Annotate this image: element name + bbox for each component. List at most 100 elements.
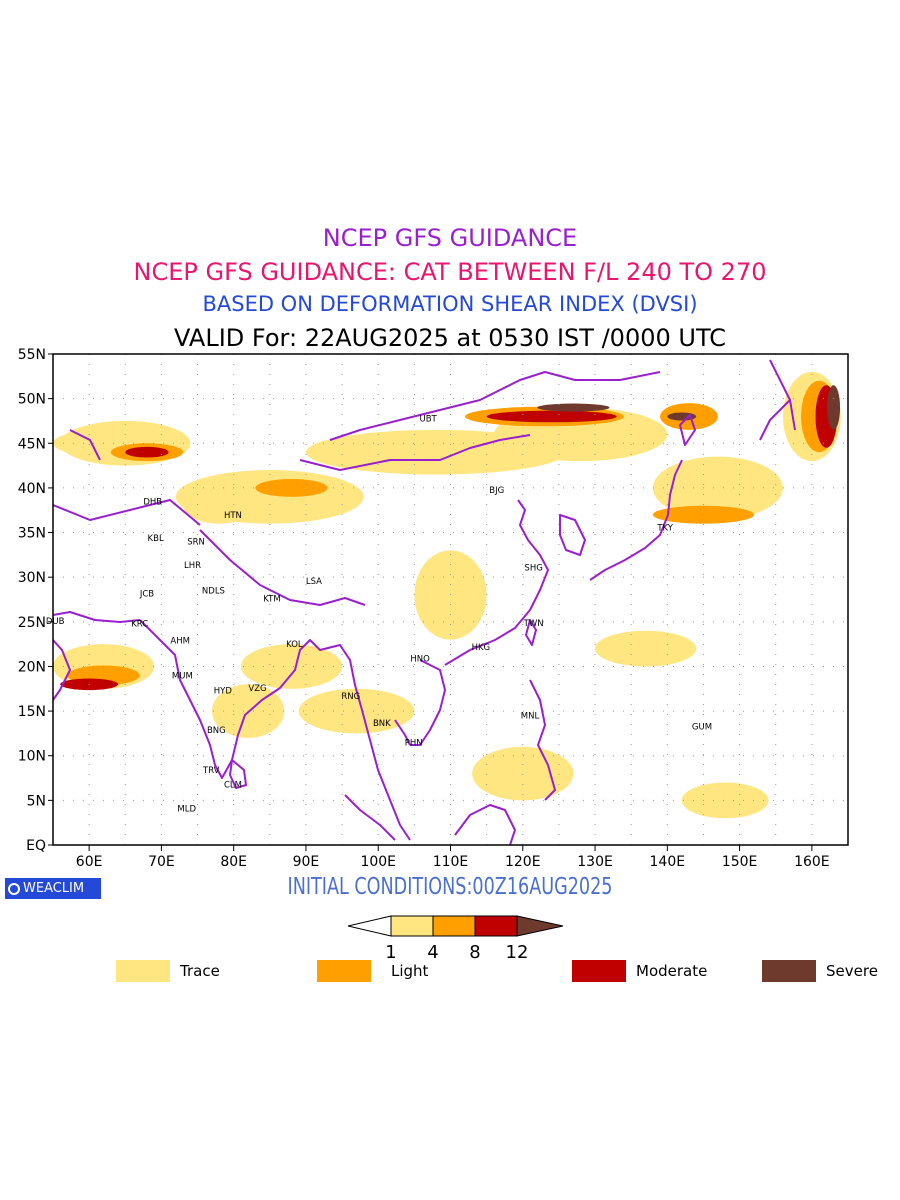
station-label: HNO bbox=[410, 655, 430, 665]
cat-area-severe bbox=[827, 385, 841, 430]
border-central-asia bbox=[53, 499, 201, 526]
station-label: HKG bbox=[472, 643, 491, 653]
station-label: TKY bbox=[656, 523, 673, 533]
colorbar-lower-arrow bbox=[347, 915, 392, 937]
station-label: PHN bbox=[405, 738, 423, 748]
station-label: BJG bbox=[489, 486, 504, 496]
cat-area-light bbox=[255, 478, 328, 497]
border-mongolia bbox=[329, 371, 661, 441]
station-label: KBL bbox=[148, 534, 164, 544]
legend-swatch-trace bbox=[116, 960, 170, 982]
lon-tick-label: 70E bbox=[148, 854, 175, 870]
station-label: HTN bbox=[224, 511, 242, 521]
title-line-2: NCEP GFS GUIDANCE: CAT BETWEEN F/L 240 T… bbox=[133, 258, 767, 286]
coast-kamchatka bbox=[759, 399, 791, 441]
station-label: JCB bbox=[139, 589, 154, 599]
valid-time-title: VALID For: 22AUG2025 at 0530 IST /0000 U… bbox=[174, 324, 726, 352]
cat-area-trace bbox=[298, 688, 415, 734]
lon-tick-label: 160E bbox=[794, 854, 830, 870]
legend-label-trace: Trace bbox=[180, 962, 220, 980]
colorbar-upper-arrow bbox=[516, 915, 564, 937]
axis-ticks: 60E 70E 80E 90E 100E 110E 120E 130E 140E 150E 160E… bbox=[18, 347, 830, 870]
lat-tick-label: 5N bbox=[27, 793, 46, 809]
lat-tick-label: 45N bbox=[18, 436, 46, 452]
lat-tick-label: 25N bbox=[18, 615, 46, 631]
cat-areas bbox=[53, 371, 841, 819]
station-label: DHB bbox=[143, 497, 162, 507]
station-label: BNK bbox=[373, 719, 391, 729]
coastline-borneo bbox=[454, 804, 516, 845]
initial-conditions: INITIAL CONDITIONS:00Z16AUG2025 bbox=[287, 874, 613, 900]
station-label: TRV bbox=[202, 766, 220, 776]
lon-tick-label: 80E bbox=[220, 854, 247, 870]
legend-label-light: Light bbox=[391, 962, 429, 980]
legend-swatch-light bbox=[317, 960, 371, 982]
coastline-arabia bbox=[53, 611, 141, 623]
station-label: SHG bbox=[524, 563, 542, 573]
lon-tick-label: 150E bbox=[722, 854, 758, 870]
lon-tick-label: 110E bbox=[433, 854, 469, 870]
station-labels: UBT BJG TKY SHG TWN HKG HNO RNG BNK PHN MNL GUM LSA K… bbox=[46, 414, 712, 814]
station-label: AHM bbox=[170, 637, 190, 647]
legend-swatch-moderate bbox=[572, 960, 626, 982]
lat-tick-label: 30N bbox=[18, 570, 46, 586]
station-label: LHR bbox=[184, 561, 201, 571]
cat-area-trace bbox=[472, 746, 574, 801]
border-himalaya bbox=[199, 529, 366, 606]
station-label: MUM bbox=[172, 671, 193, 681]
lat-tick-label: 15N bbox=[18, 704, 46, 720]
cat-area-trace bbox=[652, 456, 783, 520]
station-label: VZG bbox=[248, 684, 266, 694]
lat-tick-label: 40N bbox=[18, 481, 46, 497]
colorbar-moderate bbox=[474, 915, 518, 937]
cat-area-trace bbox=[414, 550, 487, 640]
cat-area-moderate bbox=[125, 446, 169, 458]
colorbar-label: 12 bbox=[506, 942, 529, 963]
legend-swatch-severe bbox=[762, 960, 816, 982]
lat-tick-label: 50N bbox=[18, 392, 46, 408]
coastline-japan-north bbox=[679, 414, 696, 446]
station-label: NDLS bbox=[202, 587, 225, 597]
coastlines bbox=[53, 359, 796, 845]
colorbar-label: 4 bbox=[427, 942, 438, 963]
title-line-3: BASED ON DEFORMATION SHEAR INDEX (DVSI) bbox=[202, 292, 698, 316]
lat-tick-label: 55N bbox=[18, 347, 46, 363]
coastline-japan bbox=[589, 459, 683, 581]
station-label: DUB bbox=[46, 617, 65, 627]
cat-area-trace bbox=[595, 630, 697, 667]
lon-tick-label: 90E bbox=[293, 854, 320, 870]
coastline-indochina bbox=[361, 709, 411, 841]
lat-tick-label: 35N bbox=[18, 526, 46, 542]
coastline-philippines bbox=[529, 679, 556, 801]
colorbar-label: 1 bbox=[385, 942, 396, 963]
coast-caspian bbox=[69, 429, 101, 461]
lon-tick-label: 100E bbox=[360, 854, 396, 870]
station-label: MLD bbox=[177, 805, 196, 815]
legend-label-severe: Severe bbox=[826, 962, 878, 980]
colorbar-label: 8 bbox=[469, 942, 480, 963]
station-label: KOL bbox=[286, 640, 303, 650]
colorbar-trace bbox=[390, 915, 434, 937]
coastline-sumatra bbox=[344, 794, 396, 841]
station-label: MNL bbox=[521, 712, 540, 722]
station-label: RNG bbox=[341, 692, 360, 702]
station-label: KRC bbox=[131, 620, 148, 630]
logo-text: WEACLIM bbox=[23, 881, 85, 896]
coastline-india bbox=[139, 619, 363, 779]
station-label: TWN bbox=[523, 619, 544, 629]
weaclim-logo: WEACLIM bbox=[5, 878, 101, 899]
cat-area-trace bbox=[240, 644, 343, 689]
colorbar: 1 4 8 12 bbox=[347, 915, 564, 963]
coastline-china bbox=[444, 499, 549, 666]
lon-tick-label: 130E bbox=[577, 854, 613, 870]
station-label: LSA bbox=[306, 577, 322, 587]
coastline-korea bbox=[559, 514, 586, 556]
lon-tick-label: 60E bbox=[76, 854, 103, 870]
station-label: HYD bbox=[214, 687, 233, 697]
cat-area-moderate bbox=[486, 410, 617, 423]
coastline-gulf-thai bbox=[394, 719, 411, 746]
coastline-taiwan bbox=[525, 619, 537, 646]
station-label: UBT bbox=[419, 414, 437, 424]
lat-tick-label: EQ bbox=[26, 838, 46, 854]
